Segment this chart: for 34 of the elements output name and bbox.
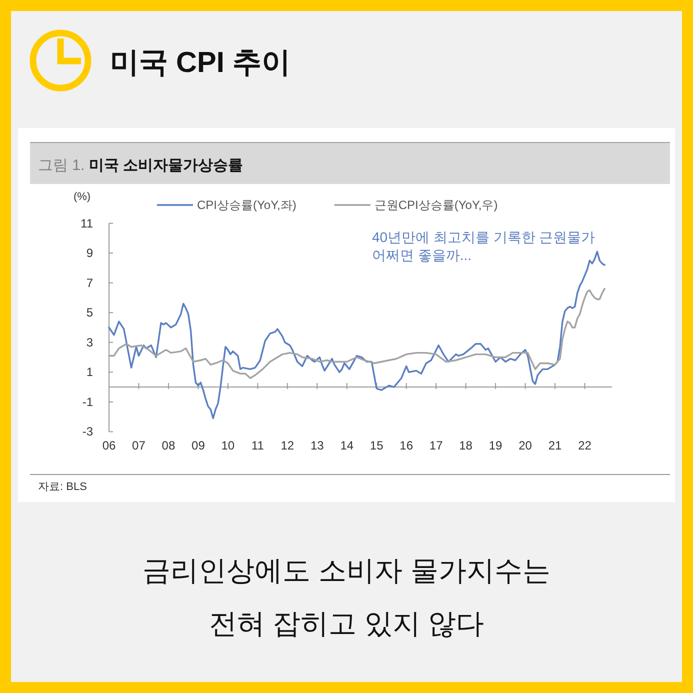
y-tick-label: 1 [86,365,94,380]
y-tick-label: 5 [86,306,94,320]
y-tick-label: -1 [82,394,94,409]
x-tick-label: 19 [488,438,503,453]
x-tick-label: 08 [162,438,176,453]
x-tick-label: 12 [280,438,294,453]
chart-subtitle: 그림 1. 미국 소비자물가상승률 [38,157,244,174]
x-tick-label: 11 [251,438,264,453]
legend-label: CPI상승률(YoY,좌) [197,198,296,212]
text: 금리인상에도 소비자 물가지수는 전혀 잡히고 있지 않다 [142,555,550,639]
y-tick-label: 7 [86,276,94,290]
x-tick-label: 06 [102,438,116,453]
legend-label: 근원CPI상승률(YoY,우) [374,198,498,212]
y-tick-label: 9 [86,246,94,260]
x-tick-label: 18 [459,438,473,453]
x-tick-label: 14 [340,438,354,453]
x-tick-label: 09 [192,438,206,453]
x-tick-label: 16 [400,438,414,453]
chart-title: 미국 CPI 추이 [110,47,290,79]
y-tick-label: 11 [80,216,94,230]
x-tick-label: 21 [548,438,562,453]
x-tick-label: 13 [310,438,324,453]
text: 자료: BLS [38,481,87,493]
x-tick-label: 15 [370,438,384,453]
y-axis-title: (%) [73,191,91,203]
x-tick-label: 20 [518,438,532,453]
x-tick-label: 22 [578,438,592,453]
x-tick-label: 07 [132,438,146,453]
y-tick-label: 3 [86,335,94,350]
x-tick-label: 17 [429,438,444,453]
line-series [108,250,606,420]
x-tick-label: 10 [221,438,235,453]
y-tick-label: -3 [82,424,94,439]
annotation: 40년만에 최고치를 기록한 근원물가 어쩌면 좋을까... [372,229,596,263]
